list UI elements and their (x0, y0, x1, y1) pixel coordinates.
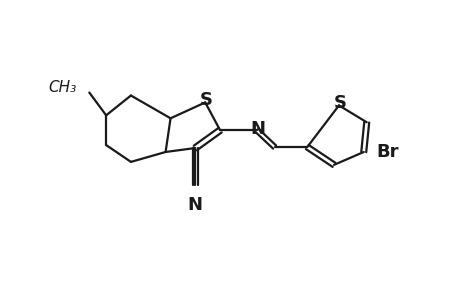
Text: N: N (187, 196, 202, 214)
Text: S: S (333, 94, 346, 112)
Text: N: N (250, 120, 265, 138)
Text: CH₃: CH₃ (48, 80, 76, 95)
Text: S: S (199, 92, 212, 110)
Text: Br: Br (376, 143, 398, 161)
